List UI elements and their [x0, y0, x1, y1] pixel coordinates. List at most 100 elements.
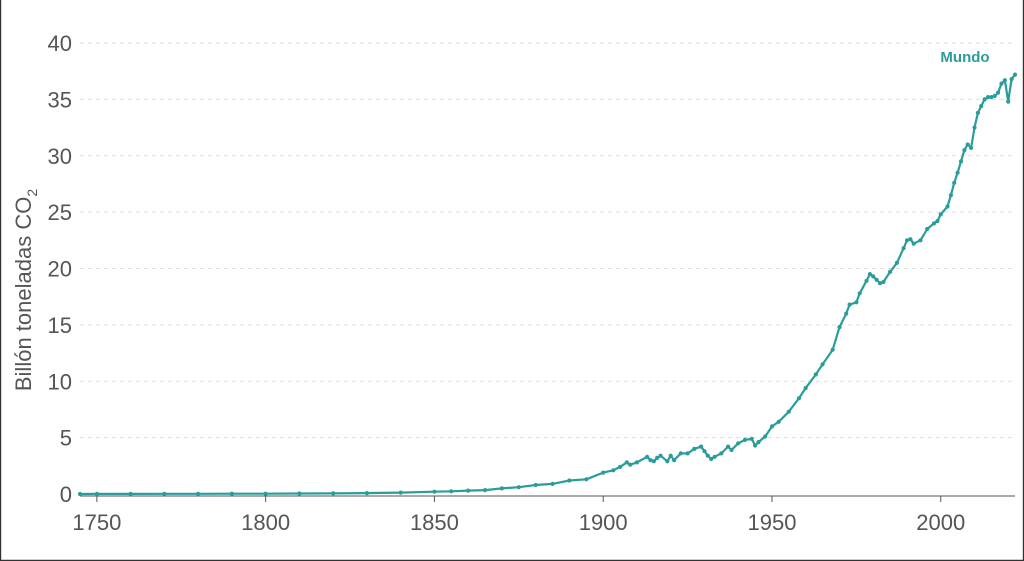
- data-point-1940: [736, 441, 741, 446]
- x-tick-1750: 1750: [72, 510, 121, 535]
- data-point-1965: [820, 362, 825, 367]
- y-tick-40: 40: [48, 31, 72, 56]
- data-point-1905: [618, 464, 623, 469]
- data-point-1998: [931, 221, 937, 226]
- y-axis-ticks: 0 5 10 15 20 25 30 35 40: [48, 31, 72, 507]
- data-point-1930: [702, 449, 707, 454]
- data-point-1958: [796, 396, 802, 401]
- y-tick-35: 35: [48, 87, 72, 112]
- data-point-1945: [753, 443, 758, 448]
- y-tick-5: 5: [60, 426, 72, 451]
- data-point-1975: [854, 300, 859, 305]
- data-point-2019: [1002, 78, 1008, 83]
- data-point-1820: [331, 491, 336, 496]
- x-tick-2000: 2000: [916, 510, 965, 535]
- data-point-1942: [742, 437, 748, 442]
- data-point-2002: [945, 204, 950, 209]
- data-point-1946: [756, 440, 761, 445]
- data-point-1840: [398, 490, 403, 495]
- data-point-1932: [709, 456, 714, 462]
- data-point-2013: [982, 97, 987, 102]
- data-point-1913: [645, 454, 650, 459]
- data-point-1976: [857, 291, 862, 296]
- data-point-1950: [769, 424, 775, 429]
- data-point-1927: [692, 446, 697, 451]
- y-axis-title-subscript: 2: [24, 189, 40, 197]
- data-point-1903: [611, 468, 616, 473]
- x-tick-1950: 1950: [747, 510, 796, 535]
- data-point-1860: [466, 488, 471, 493]
- data-point-1992: [911, 241, 916, 246]
- data-point-1919: [665, 459, 670, 464]
- data-point-1760: [128, 491, 133, 496]
- y-tick-0: 0: [60, 482, 72, 507]
- data-point-1978: [864, 278, 869, 283]
- data-point-1933: [712, 454, 717, 459]
- data-point-1937: [726, 444, 731, 449]
- data-point-1960: [803, 385, 808, 391]
- y-tick-15: 15: [48, 313, 72, 338]
- data-point-2015: [989, 95, 994, 100]
- data-point-1990: [904, 238, 910, 243]
- data-point-1921: [672, 458, 677, 463]
- data-point-1982: [877, 281, 883, 286]
- data-point-1985: [888, 269, 893, 274]
- data-point-1916: [655, 455, 660, 460]
- data-point-2020: [1006, 99, 1011, 104]
- data-point-2006: [958, 159, 964, 164]
- data-point-2009: [969, 145, 974, 150]
- data-point-1970: [837, 325, 842, 330]
- series-line-0: [79, 73, 1016, 496]
- data-point-1935: [719, 451, 724, 456]
- data-point-2016: [992, 93, 997, 99]
- data-point-1963: [813, 372, 818, 377]
- data-point-2018: [999, 81, 1004, 86]
- data-point-2017: [996, 90, 1001, 95]
- data-point-1770: [162, 491, 167, 496]
- data-point-1880: [533, 482, 538, 488]
- data-point-1920: [668, 453, 673, 458]
- data-point-1915: [651, 459, 656, 464]
- data-point-1996: [925, 226, 930, 232]
- data-point-1989: [901, 246, 906, 251]
- y-tick-25: 25: [48, 200, 72, 225]
- data-point-2012: [979, 104, 984, 109]
- y-axis-title: Billón toneladas CO2: [11, 189, 40, 391]
- data-point-1910: [634, 460, 640, 465]
- data-point-1973: [847, 302, 852, 307]
- data-point-1907: [624, 460, 629, 465]
- data-point-1981: [874, 277, 879, 282]
- data-point-1855: [449, 489, 454, 494]
- series-layer: [77, 72, 1018, 497]
- data-point-1830: [364, 491, 369, 496]
- data-point-1780: [196, 491, 201, 496]
- data-point-1917: [658, 453, 663, 458]
- data-point-2005: [955, 170, 960, 175]
- data-point-1980: [871, 274, 876, 279]
- data-point-1750: [94, 491, 99, 496]
- y-tick-20: 20: [48, 257, 72, 282]
- data-point-1955: [786, 409, 791, 414]
- data-point-2021: [1009, 77, 1014, 82]
- y-tick-10: 10: [48, 369, 72, 394]
- x-tick-1900: 1900: [579, 510, 628, 535]
- data-point-1994: [918, 238, 923, 243]
- data-point-1925: [685, 451, 690, 456]
- data-point-2011: [975, 110, 981, 115]
- data-point-1999: [935, 219, 940, 224]
- data-point-2010: [972, 125, 977, 130]
- x-axis-ticks: 1750 1800 1850 1900 1950 2000: [72, 496, 965, 535]
- gridlines: [80, 42, 1015, 439]
- data-point-1944: [749, 436, 754, 441]
- data-point-1979: [867, 272, 873, 277]
- data-point-2003: [948, 193, 954, 198]
- data-point-2000: [938, 212, 943, 217]
- x-tick-1850: 1850: [410, 510, 459, 535]
- data-point-1865: [483, 488, 488, 493]
- data-point-1972: [844, 311, 849, 316]
- data-point-2008: [965, 142, 970, 147]
- data-point-1914: [648, 458, 653, 463]
- data-point-2004: [952, 180, 957, 185]
- data-point-1991: [908, 237, 913, 242]
